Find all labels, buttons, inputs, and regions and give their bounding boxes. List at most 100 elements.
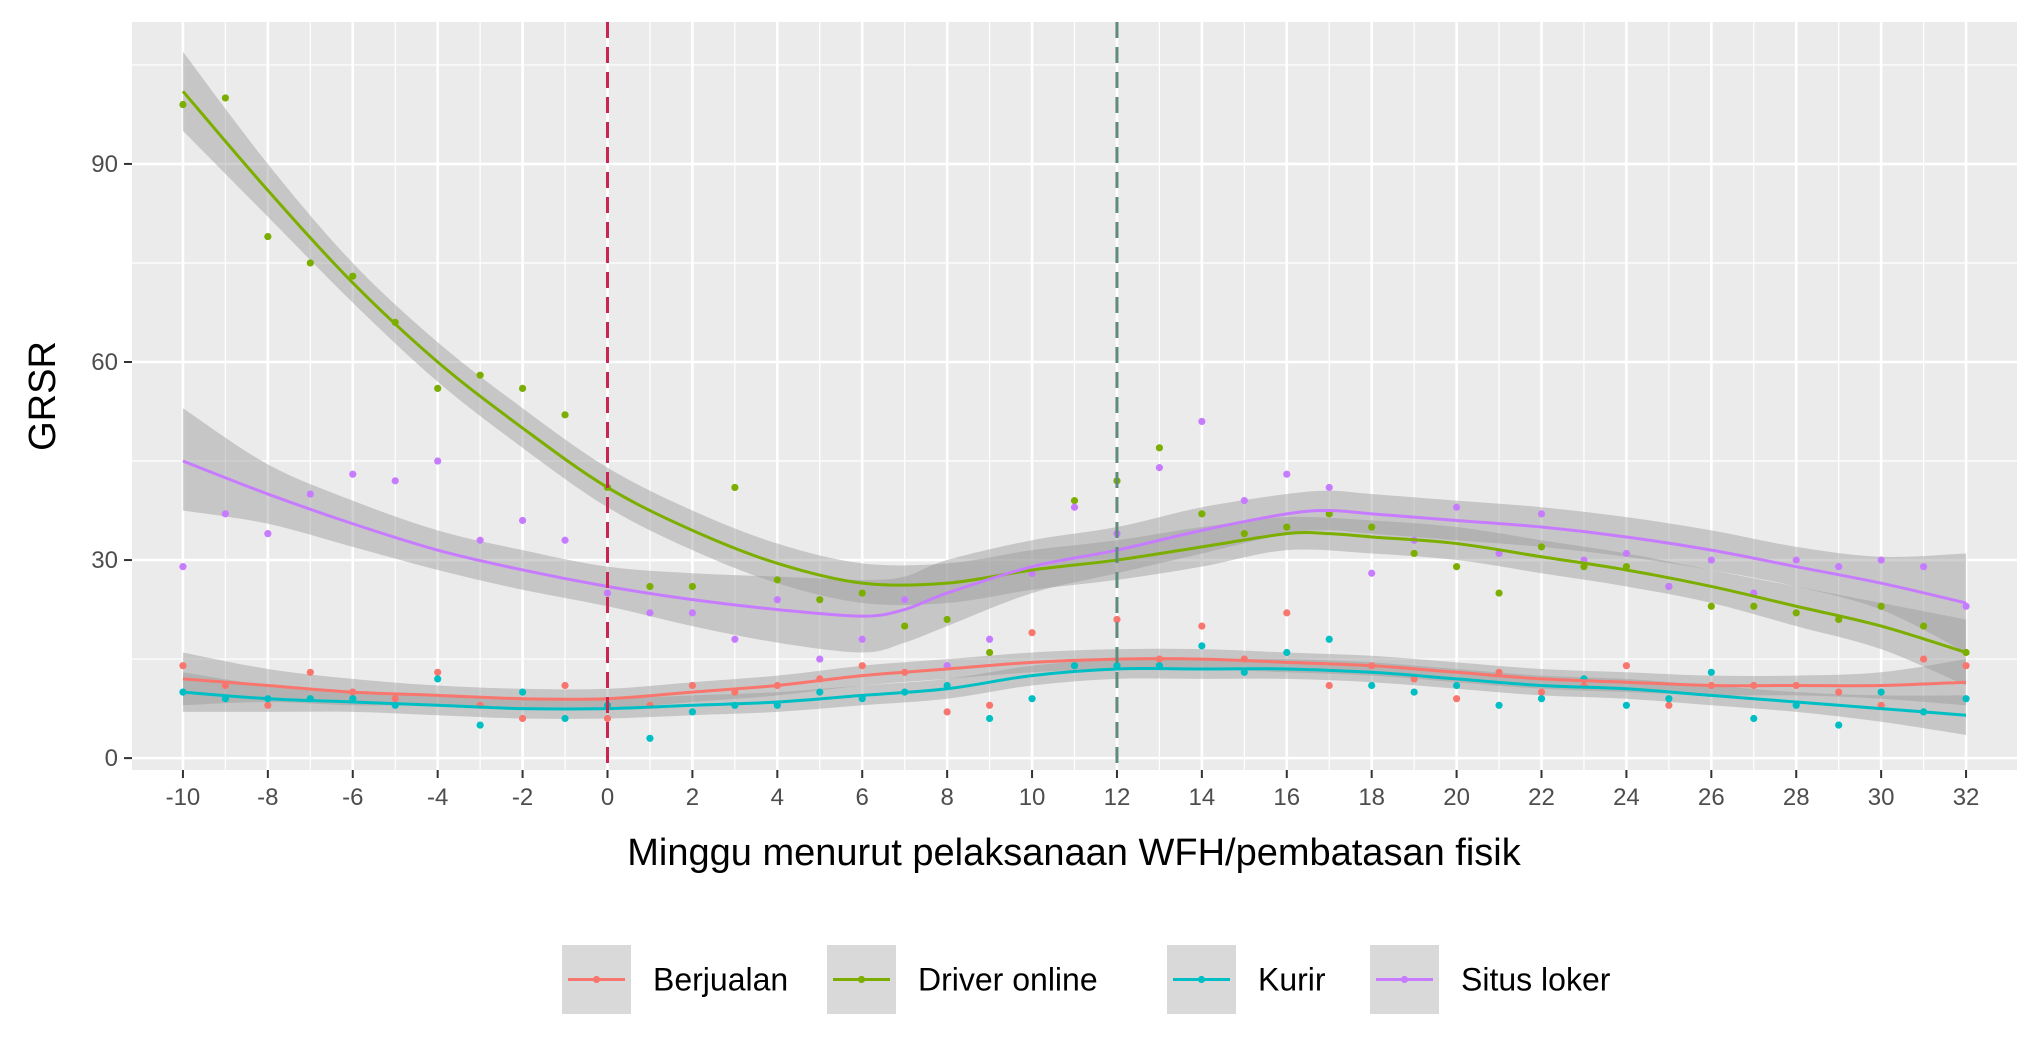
point-kurir bbox=[1410, 688, 1418, 696]
x-axis-ticks: -10 -8 -6 -4 -2 0 2 4 6 8 10 12 14 16 18 20 22 24 26 28 30 32 bbox=[166, 770, 1979, 811]
point-berjualan bbox=[1325, 681, 1333, 690]
smooth-lines bbox=[181, 90, 1967, 717]
point-situs-loker bbox=[518, 516, 527, 525]
x-tick-label: -6 bbox=[342, 784, 363, 811]
legend-item-driver-online: Driver online bbox=[827, 945, 1098, 1014]
x-tick-label: 28 bbox=[1783, 784, 1810, 811]
legend-point-situs-loker bbox=[1400, 975, 1409, 984]
legend-label-berjualan: Berjualan bbox=[653, 962, 788, 998]
legend-point-kurir bbox=[1197, 975, 1206, 984]
point-driver-online bbox=[1070, 497, 1079, 505]
point-situs-loker bbox=[858, 635, 866, 643]
legend: Berjualan Driver online Kurir Situs loker bbox=[562, 945, 1611, 1014]
point-situs-loker bbox=[1537, 510, 1546, 518]
point-driver-online bbox=[518, 384, 527, 393]
point-kurir bbox=[1622, 701, 1631, 709]
point-kurir bbox=[1962, 695, 1970, 703]
x-tick-label: 12 bbox=[1104, 784, 1131, 811]
point-berjualan bbox=[264, 701, 272, 709]
point-kurir bbox=[1325, 635, 1333, 643]
point-driver-online bbox=[731, 483, 739, 492]
point-situs-loker bbox=[221, 510, 230, 518]
point-berjualan bbox=[1198, 622, 1206, 630]
point-berjualan bbox=[179, 662, 187, 670]
point-berjualan bbox=[1113, 615, 1121, 624]
point-berjualan bbox=[1622, 662, 1631, 670]
point-kurir bbox=[646, 734, 654, 742]
point-kurir bbox=[1198, 642, 1206, 650]
point-kurir bbox=[688, 708, 697, 716]
point-driver-online bbox=[773, 576, 781, 584]
point-situs-loker bbox=[1368, 569, 1376, 577]
point-berjualan bbox=[603, 714, 612, 723]
point-kurir bbox=[518, 688, 527, 696]
point-berjualan bbox=[1835, 688, 1843, 696]
point-kurir bbox=[1495, 701, 1503, 709]
point-situs-loker bbox=[1070, 503, 1079, 511]
point-berjualan bbox=[518, 714, 527, 723]
y-tick-label: 60 bbox=[91, 349, 118, 376]
point-situs-loker bbox=[1325, 483, 1333, 492]
point-berjualan bbox=[561, 681, 569, 690]
point-kurir bbox=[1240, 668, 1248, 676]
smooth-line-situs-loker bbox=[182, 459, 1967, 618]
point-situs-loker bbox=[1665, 582, 1673, 591]
legend-label-driver-online: Driver online bbox=[918, 962, 1098, 998]
x-tick-label: 8 bbox=[940, 784, 953, 811]
point-driver-online bbox=[1707, 602, 1715, 610]
point-situs-loker bbox=[1283, 470, 1291, 478]
x-tick-label: 26 bbox=[1698, 784, 1725, 811]
point-driver-online bbox=[1155, 444, 1164, 452]
point-berjualan bbox=[1962, 662, 1970, 670]
point-situs-loker bbox=[773, 596, 781, 604]
x-tick-label: 16 bbox=[1273, 784, 1300, 811]
point-berjualan bbox=[1665, 701, 1673, 709]
point-driver-online bbox=[1495, 589, 1503, 597]
point-kurir bbox=[816, 688, 824, 696]
point-situs-loker bbox=[688, 609, 697, 617]
point-berjualan bbox=[943, 708, 951, 716]
x-tick-label: 18 bbox=[1358, 784, 1385, 811]
point-kurir bbox=[1452, 681, 1461, 690]
band-berjualan bbox=[182, 648, 1967, 710]
point-berjualan bbox=[391, 695, 399, 703]
point-driver-online bbox=[943, 615, 951, 624]
point-situs-loker bbox=[306, 490, 314, 498]
point-berjualan bbox=[688, 681, 697, 690]
point-kurir bbox=[1537, 695, 1546, 703]
x-tick-label: 30 bbox=[1868, 784, 1895, 811]
point-berjualan bbox=[434, 668, 442, 676]
x-tick-label: 2 bbox=[686, 784, 699, 811]
point-driver-online bbox=[561, 411, 569, 419]
point-driver-online bbox=[1452, 563, 1461, 571]
x-tick-label: -4 bbox=[427, 784, 448, 811]
x-tick-label: -8 bbox=[257, 784, 278, 811]
y-axis-title: GRSR bbox=[22, 341, 64, 451]
legend-item-situs-loker: Situs loker bbox=[1370, 945, 1611, 1014]
point-kurir bbox=[1070, 662, 1079, 670]
x-tick-label: 6 bbox=[856, 784, 869, 811]
point-situs-loker bbox=[1622, 549, 1631, 558]
point-situs-loker bbox=[1198, 417, 1206, 426]
point-berjualan bbox=[985, 701, 994, 709]
point-driver-online bbox=[1198, 510, 1206, 518]
point-kurir bbox=[1028, 695, 1036, 703]
point-situs-loker bbox=[1877, 556, 1885, 564]
point-kurir bbox=[1368, 681, 1376, 690]
point-situs-loker bbox=[731, 635, 739, 643]
point-berjualan bbox=[1537, 688, 1546, 696]
point-situs-loker bbox=[476, 536, 484, 544]
point-driver-online bbox=[1919, 622, 1928, 630]
point-situs-loker bbox=[1155, 464, 1164, 472]
point-situs-loker bbox=[1919, 563, 1928, 571]
point-situs-loker bbox=[1962, 602, 1970, 610]
point-situs-loker bbox=[264, 530, 272, 538]
point-situs-loker bbox=[901, 596, 909, 604]
point-kurir bbox=[1283, 648, 1291, 657]
point-kurir bbox=[561, 714, 569, 723]
point-driver-online bbox=[434, 384, 442, 393]
x-tick-label: 10 bbox=[1019, 784, 1046, 811]
point-driver-online bbox=[1537, 543, 1546, 551]
y-tick-label: 0 bbox=[105, 745, 118, 772]
smooth-line-driver-online bbox=[181, 90, 1967, 654]
